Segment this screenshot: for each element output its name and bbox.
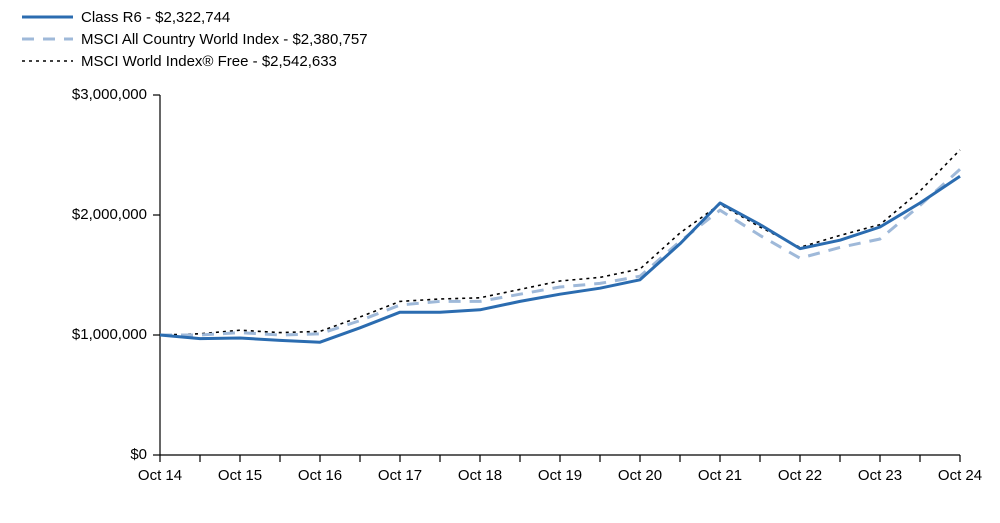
x-axis-label: Oct 24 <box>938 467 982 484</box>
legend-label: Class R6 - $2,322,744 <box>81 9 230 26</box>
growth-chart: Class R6 - $2,322,744 MSCI All Country Wo… <box>0 0 1000 523</box>
x-axis-label: Oct 21 <box>698 467 742 484</box>
x-axis-label: Oct 14 <box>138 467 182 484</box>
legend-item-class_r6: Class R6 - $2,322,744 <box>20 6 368 28</box>
x-axis-label: Oct 16 <box>298 467 342 484</box>
x-axis-label: Oct 19 <box>538 467 582 484</box>
y-axis-label: $0 <box>130 446 147 463</box>
x-axis-label: Oct 17 <box>378 467 422 484</box>
legend-label: MSCI World Index® Free - $2,542,633 <box>81 53 337 70</box>
legend-swatch <box>20 6 75 28</box>
legend-item-msci_world_free: MSCI World Index® Free - $2,542,633 <box>20 50 368 72</box>
legend-label: MSCI All Country World Index - $2,380,75… <box>81 31 368 48</box>
y-axis-label: $3,000,000 <box>72 86 147 103</box>
chart-canvas: $0 $1,000,000 $2,000,000 $3,000,000 Oct 14 Oc… <box>0 0 1000 523</box>
legend-item-msci_acwi: MSCI All Country World Index - $2,380,75… <box>20 28 368 50</box>
series-msci_acwi <box>160 169 960 335</box>
x-axis-label: Oct 15 <box>218 467 262 484</box>
y-axis-label: $2,000,000 <box>72 206 147 223</box>
series-class_r6 <box>160 176 960 342</box>
x-axis-label: Oct 18 <box>458 467 502 484</box>
legend-swatch <box>20 28 75 50</box>
legend-swatch <box>20 50 75 72</box>
x-axis-label: Oct 22 <box>778 467 822 484</box>
legend: Class R6 - $2,322,744 MSCI All Country Wo… <box>20 6 368 72</box>
x-axis-label: Oct 23 <box>858 467 902 484</box>
series-msci_world_free <box>160 150 960 335</box>
y-axis-label: $1,000,000 <box>72 326 147 343</box>
x-axis-label: Oct 20 <box>618 467 662 484</box>
